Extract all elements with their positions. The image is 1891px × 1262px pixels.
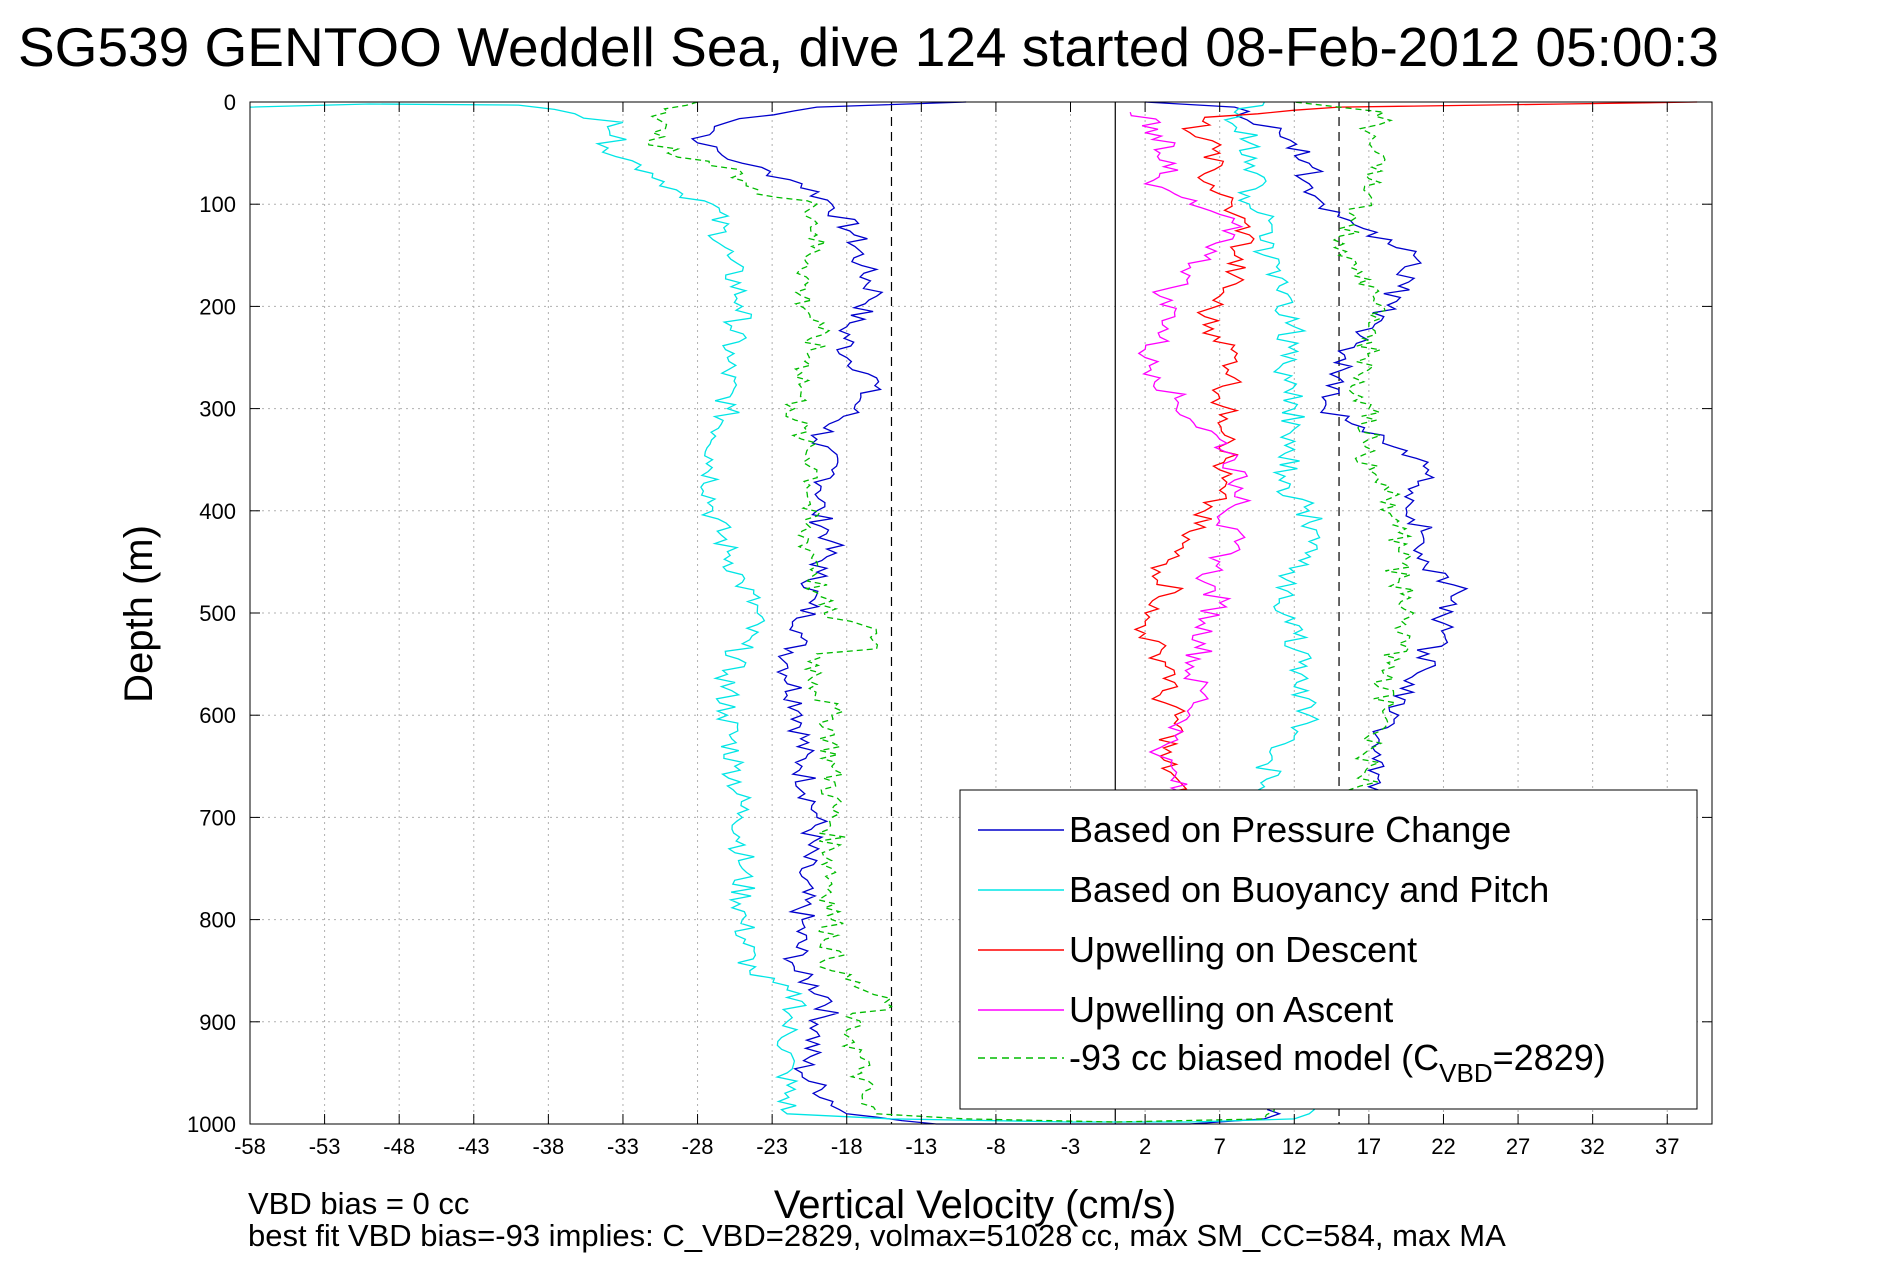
x-tick-label: -53 bbox=[309, 1134, 341, 1159]
x-tick-label: 2 bbox=[1139, 1134, 1151, 1159]
series-line bbox=[249, 101, 1323, 1123]
x-tick-label: -38 bbox=[532, 1134, 564, 1159]
y-tick-label: 600 bbox=[199, 703, 236, 728]
x-tick-label: -43 bbox=[458, 1134, 490, 1159]
series-line bbox=[1129, 111, 1252, 808]
x-tick-label: -13 bbox=[905, 1134, 937, 1159]
x-tick-label: 12 bbox=[1282, 1134, 1306, 1159]
x-tick-label: -28 bbox=[682, 1134, 714, 1159]
x-tick-label: -3 bbox=[1061, 1134, 1081, 1159]
footer-line-1: VBD bias = 0 cc bbox=[248, 1186, 469, 1221]
legend-label: Upwelling on Descent bbox=[1069, 929, 1417, 970]
legend-label: Based on Buoyancy and Pitch bbox=[1069, 869, 1549, 910]
y-tick-label: 500 bbox=[199, 601, 236, 626]
series-line bbox=[1133, 101, 1698, 818]
x-tick-label: -23 bbox=[756, 1134, 788, 1159]
x-tick-label: 7 bbox=[1214, 1134, 1226, 1159]
x-tick-label: 27 bbox=[1506, 1134, 1530, 1159]
y-tick-label: 0 bbox=[224, 90, 236, 115]
footer-line-2: best fit VBD bias=-93 implies: C_VBD=282… bbox=[248, 1218, 1506, 1253]
x-tick-label: 32 bbox=[1580, 1134, 1604, 1159]
legend-label: Based on Pressure Change bbox=[1069, 809, 1511, 850]
x-tick-label: -48 bbox=[383, 1134, 415, 1159]
legend-box bbox=[959, 789, 1698, 1110]
x-tick-label: 22 bbox=[1431, 1134, 1455, 1159]
y-axis-label: Depth (m) bbox=[117, 525, 161, 703]
x-tick-label: -58 bbox=[234, 1134, 266, 1159]
x-tick-label: 17 bbox=[1357, 1134, 1381, 1159]
y-tick-label: 100 bbox=[199, 192, 236, 217]
x-tick-label: -18 bbox=[831, 1134, 863, 1159]
y-tick-label: 900 bbox=[199, 1010, 236, 1035]
y-tick-label: 1000 bbox=[187, 1112, 236, 1137]
y-tick-label: 400 bbox=[199, 499, 236, 524]
y-tick-label: 700 bbox=[199, 805, 236, 830]
x-tick-label: -8 bbox=[986, 1134, 1006, 1159]
legend-label: -93 cc biased model (CVBD=2829) bbox=[1069, 1037, 1606, 1088]
y-tick-label: 200 bbox=[199, 294, 236, 319]
axis-ticks: -58 -53 -48 -43 -38 -33 -28 -23 -18 -13 -8 -3 2 7 12 17… bbox=[187, 90, 1712, 1159]
chart-title: SG539 GENTOO Weddell Sea, dive 124 start… bbox=[18, 16, 1719, 78]
x-tick-label: -33 bbox=[607, 1134, 639, 1159]
series-line bbox=[646, 101, 1415, 1123]
x-tick-label: 37 bbox=[1655, 1134, 1679, 1159]
legend: Based on Pressure Change Based on Buoyanc… bbox=[959, 789, 1698, 1110]
legend-label: Upwelling on Ascent bbox=[1069, 989, 1393, 1030]
y-tick-label: 300 bbox=[199, 397, 236, 422]
x-axis-label: Vertical Velocity (cm/s) bbox=[774, 1183, 1176, 1227]
y-tick-label: 800 bbox=[199, 908, 236, 933]
